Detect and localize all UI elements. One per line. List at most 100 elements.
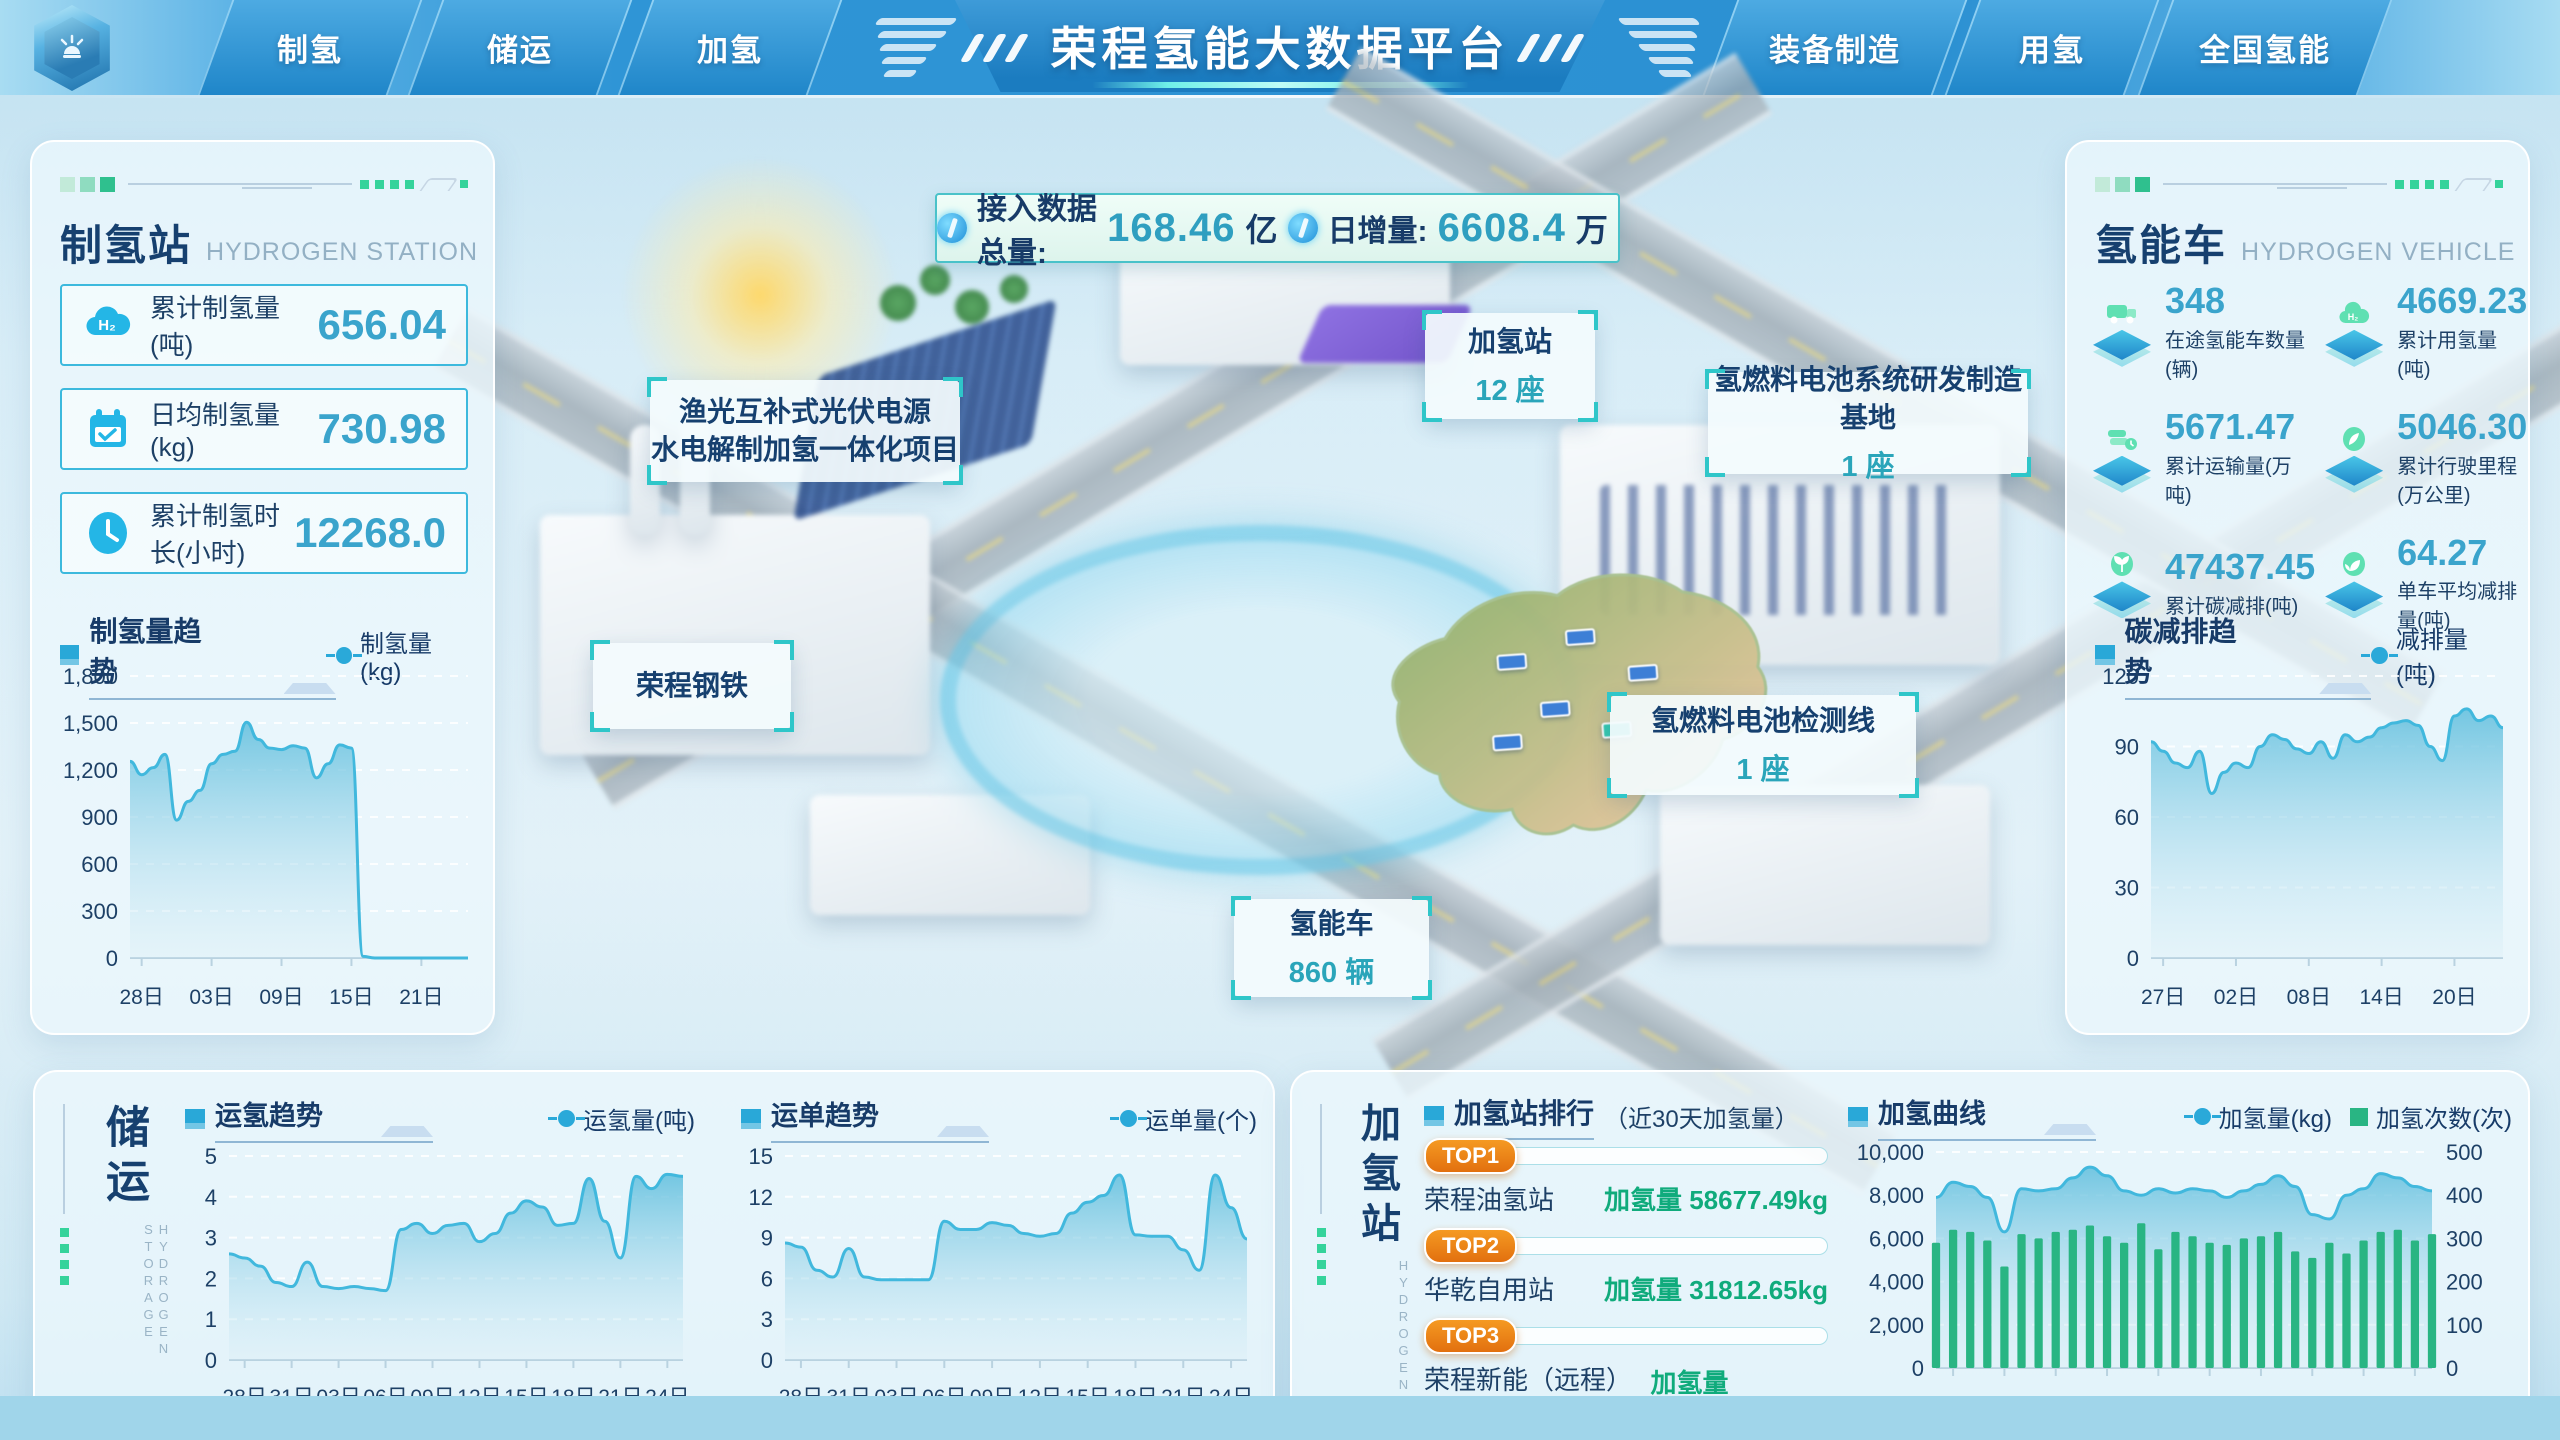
ranking-header: 加氢站排行 （近30天加氢量） [1424,1092,1834,1140]
svg-text:1,500: 1,500 [63,711,118,736]
svg-text:900: 900 [81,805,118,830]
svg-text:1,800: 1,800 [63,664,118,689]
vehicle-stats-grid: 348 在途氢能车数量(辆) H₂ 4669.23 累计用氢量(吨) 5671.47… [2089,282,2527,633]
chart-title-icon [60,645,80,665]
top1-badge: TOP1 [1424,1138,1518,1174]
stat-mileage: 5046.30 累计行驶里程(万公里) [2321,407,2527,508]
svg-text:0: 0 [106,946,118,971]
truck-icon [2089,297,2155,367]
svg-text:30: 30 [2115,876,2139,901]
tab-hydrogen-usage[interactable]: 用氢 [1944,0,2160,95]
top2-bar [1503,1237,1828,1255]
svg-text:09日: 09日 [259,986,303,1009]
ranking-row-1: TOP1 荣程油氢站 加氢量 58677.49kg [1424,1138,1828,1217]
stat-vehicles-en-route: 348 在途氢能车数量(辆) [2089,282,2315,382]
svg-text:20日: 20日 [2432,986,2476,1009]
stat-total-production: H₂ 累计制氢量(吨) 656.04 [60,284,468,366]
tag-rongcheng-steel[interactable]: 荣程钢铁 [590,640,794,732]
line-legend-icon [1110,1110,1148,1127]
ranking-row-2: TOP2 华乾自用站 加氢量 31812.65kg [1424,1228,1828,1307]
cargo-icon [2089,423,2155,493]
panel-title: 氢能车 HYDROGEN VEHICLE [2095,222,2516,269]
stat-transport-volume: 5671.47 累计运输量(万吨) [2089,407,2315,508]
panel-side-decor [1314,1098,1330,1285]
line-legend-icon [2361,646,2398,664]
svg-text:28日: 28日 [119,986,163,1009]
tag-hydrogen-vehicles[interactable]: 氢能车 860 辆 [1231,896,1432,1000]
legend-transport: 运氢量(吨) [548,1101,695,1136]
storage-transport-panel: 储运 HYDROGEN STORAGE 运氢趋势 运氢量(吨) 01234528… [33,1070,1275,1432]
chart-title-icon [1424,1106,1444,1126]
tab-refueling[interactable]: 加氢 [617,0,843,95]
svg-text:9: 9 [761,1226,773,1251]
svg-text:4: 4 [205,1185,217,1210]
bar-legend-icon [2350,1107,2369,1126]
tag-refueling-stations[interactable]: 加氢站 12 座 [1422,310,1598,422]
bottom-edge-band [0,1396,2560,1440]
platform-logo [34,5,110,91]
tag-fuel-cell-test-line[interactable]: 氢燃料电池检测线 1 座 [1607,692,1919,798]
svg-text:03日: 03日 [189,986,233,1009]
panel-title: 制氢站 HYDROGEN STATION [60,222,479,269]
svg-text:0: 0 [1912,1356,1924,1381]
refuel-curve-chart: 0 2,000 4,000 6,000 8,000 10,000 0 100 200 300 400… [1840,1134,2516,1426]
station-amount: 加氢量 31812.65kg [1603,1275,1828,1305]
svg-text:300: 300 [81,899,118,924]
panel-header-decor [60,176,468,192]
svg-text:90: 90 [2115,735,2139,760]
svg-text:8,000: 8,000 [1869,1183,1924,1208]
line-legend-icon [325,646,362,664]
waybill-chart-header: 运单趋势 运单量(个) [741,1094,1257,1143]
page-title: 荣程氢能大数据平台 [1050,23,1510,75]
tab-national-hydrogen[interactable]: 全国氢能 [2137,0,2393,95]
hydrogenation-panel-title: 加氢站 [1355,1102,1399,1252]
svg-text:600: 600 [81,852,118,877]
svg-text:1,200: 1,200 [63,758,118,783]
svg-text:10,000: 10,000 [1857,1140,1924,1165]
title-tick-decor-left [959,34,1038,64]
svg-text:200: 200 [2446,1270,2483,1295]
svg-text:6,000: 6,000 [1869,1226,1924,1251]
tag-fuel-cell-rd-base[interactable]: 氢燃料电池系统研发制造基地 1 座 [1705,364,2031,483]
legend-refuel-amount: 加氢量(kg) [2183,1099,2332,1134]
production-trend-chart: 0 300 600 900 1,200 1,500 1,800 28日 03日 09日 15日 21日 [46,658,484,1016]
svg-text:300: 300 [2446,1226,2483,1251]
title-tick-decor-right [1515,34,1594,64]
transport-trend-chart: 01234528日31日03日06日09日12日15日18日21日24日 [175,1138,697,1416]
stat-production-hours: 累计制氢时长(小时) 12268.0 [60,492,468,574]
top1-bar [1503,1147,1828,1165]
station-amount: 加氢量 58677.49kg [1603,1185,1828,1215]
svg-text:1: 1 [205,1307,217,1332]
legend-refuel-count: 加氢次数(次) [2350,1099,2512,1134]
chart-title-icon [185,1108,205,1129]
svg-text:100: 100 [2446,1313,2483,1338]
svg-text:500: 500 [2446,1140,2483,1165]
svg-text:H₂: H₂ [2348,312,2359,322]
hydrogen-vehicle-panel: 氢能车 HYDROGEN VEHICLE 348 在途氢能车数量(辆) H₂ 46… [2065,140,2530,1035]
chart-title-icon [1848,1106,1868,1127]
panel-header-decor [2095,176,2503,192]
chart-title-icon [2095,645,2115,665]
tab-storage-transport[interactable]: 储运 [407,0,633,95]
waybill-trend-chart: 0369121528日31日03日06日09日12日15日18日21日24日 [731,1138,1261,1416]
svg-text:5: 5 [205,1144,217,1169]
top2-badge: TOP2 [1424,1228,1518,1264]
tab-hydrogen-production[interactable]: 制氢 [197,0,423,95]
leaf-icon [2089,548,2155,619]
tag-pv-electrolysis-project[interactable]: 渔光互补式光伏电源 水电解制加氢一体化项目 [647,377,963,485]
stat-avg-reduction: 64.27 单车平均减排量(吨) [2321,533,2527,634]
svg-text:21日: 21日 [399,986,443,1009]
svg-text:3: 3 [761,1307,773,1332]
refuel-chart-header: 加氢曲线 加氢量(kg) 加氢次数(次) [1848,1092,2512,1141]
svg-text:H₂: H₂ [98,317,116,334]
h2-cloud-icon: H₂ [2321,297,2387,367]
sprout-icon [2321,548,2387,619]
station-name: 华乾自用站 [1424,1275,1555,1305]
logo-lamp-icon [44,17,100,79]
svg-text:12: 12 [749,1185,773,1210]
title-banner: 荣程氢能大数据平台 [955,0,1605,92]
svg-text:14日: 14日 [2359,986,2403,1009]
svg-text:0: 0 [2446,1356,2458,1381]
svg-text:6: 6 [761,1266,773,1291]
total-data-label: 接入数据总量: [977,193,1097,270]
